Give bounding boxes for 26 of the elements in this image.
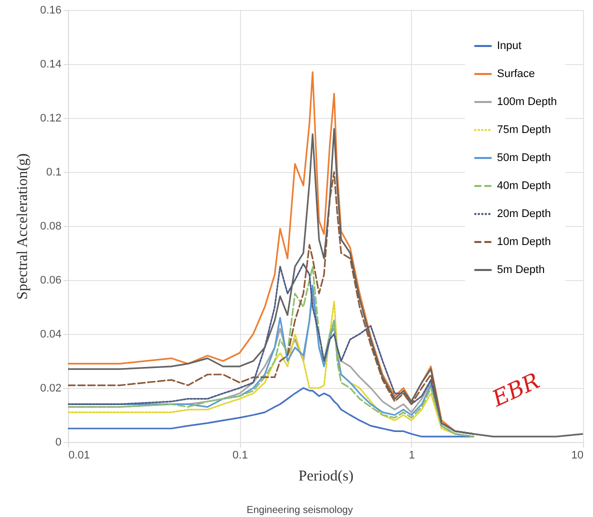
- legend-label: 100m Depth: [497, 96, 557, 108]
- legend-label: 40m Depth: [497, 180, 551, 192]
- y-tick-label: 0.02: [40, 382, 62, 394]
- legend-label: 5m Depth: [497, 264, 545, 276]
- y-tick-label: 0.08: [40, 220, 62, 232]
- x-tick-label: 1: [408, 450, 415, 462]
- y-tick-label: 0.14: [40, 58, 62, 70]
- legend-label: 50m Depth: [497, 152, 551, 164]
- y-tick-label: 0.06: [40, 274, 62, 286]
- legend-label: Input: [497, 40, 522, 52]
- y-tick-label: 0: [55, 436, 62, 448]
- legend-label: Surface: [497, 68, 535, 80]
- x-axis-title: Period(s): [298, 468, 354, 484]
- legend-label: 75m Depth: [497, 124, 551, 136]
- legend-label: 20m Depth: [497, 208, 551, 220]
- y-tick-label: 0.12: [40, 112, 62, 124]
- x-tick-label: 0.1: [232, 450, 248, 462]
- y-tick-label: 0.04: [40, 328, 62, 340]
- annotation: EBR: [488, 368, 544, 413]
- x-tick-label: 10: [571, 450, 584, 462]
- legend-label: 10m Depth: [497, 236, 551, 248]
- y-axis-title: Spectral Acceleration(g): [15, 153, 32, 300]
- y-tick-label: 0.16: [40, 4, 62, 16]
- text: Engineering seismology: [246, 505, 353, 516]
- x-tick-label: 0.01: [68, 450, 90, 462]
- y-tick-label: 0.1: [46, 166, 62, 178]
